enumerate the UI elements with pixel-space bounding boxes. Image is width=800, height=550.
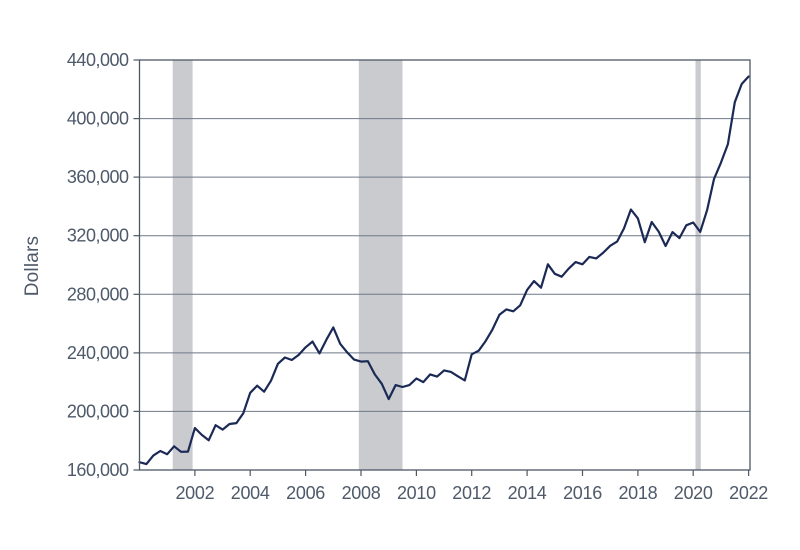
plot-border — [138, 59, 751, 471]
x-tick-label: 2016 — [563, 483, 602, 503]
y-tick-label: 360,000 — [67, 167, 129, 187]
x-tick-label: 2008 — [342, 483, 381, 503]
y-axis-title: Dollars — [22, 235, 43, 297]
x-axis-labels: 2002 2004 2006 2008 2010 2012 2014 2016 2018 2020… — [175, 483, 768, 503]
y-tick-label: 400,000 — [67, 109, 129, 129]
gridlines — [139, 59, 750, 471]
y-tick-label: 440,000 — [67, 50, 129, 70]
x-tick-label: 2020 — [674, 483, 713, 503]
recession-band — [695, 60, 701, 470]
x-tick-label: 2014 — [508, 483, 547, 503]
axis-ticks — [133, 59, 750, 476]
y-tick-label: 320,000 — [67, 226, 129, 246]
recession-band — [358, 60, 403, 470]
y-tick-label: 280,000 — [67, 284, 129, 304]
price-line — [138, 75, 750, 466]
x-tick-label: 2018 — [618, 483, 657, 503]
y-axis-labels: 160,000 200,000 240,000 280,000 320,000 360,0… — [67, 50, 130, 480]
recession-band — [172, 60, 193, 470]
x-tick-label: 2002 — [175, 483, 214, 503]
x-tick-label: 2022 — [729, 483, 768, 503]
x-tick-label: 2004 — [231, 483, 270, 503]
x-tick-label: 2012 — [452, 483, 491, 503]
x-tick-label: 2006 — [286, 483, 325, 503]
y-tick-label: 240,000 — [67, 343, 129, 363]
recession-bands — [172, 60, 701, 470]
y-tick-label: 160,000 — [67, 460, 129, 480]
y-tick-label: 200,000 — [67, 401, 129, 421]
x-tick-label: 2010 — [397, 483, 436, 503]
